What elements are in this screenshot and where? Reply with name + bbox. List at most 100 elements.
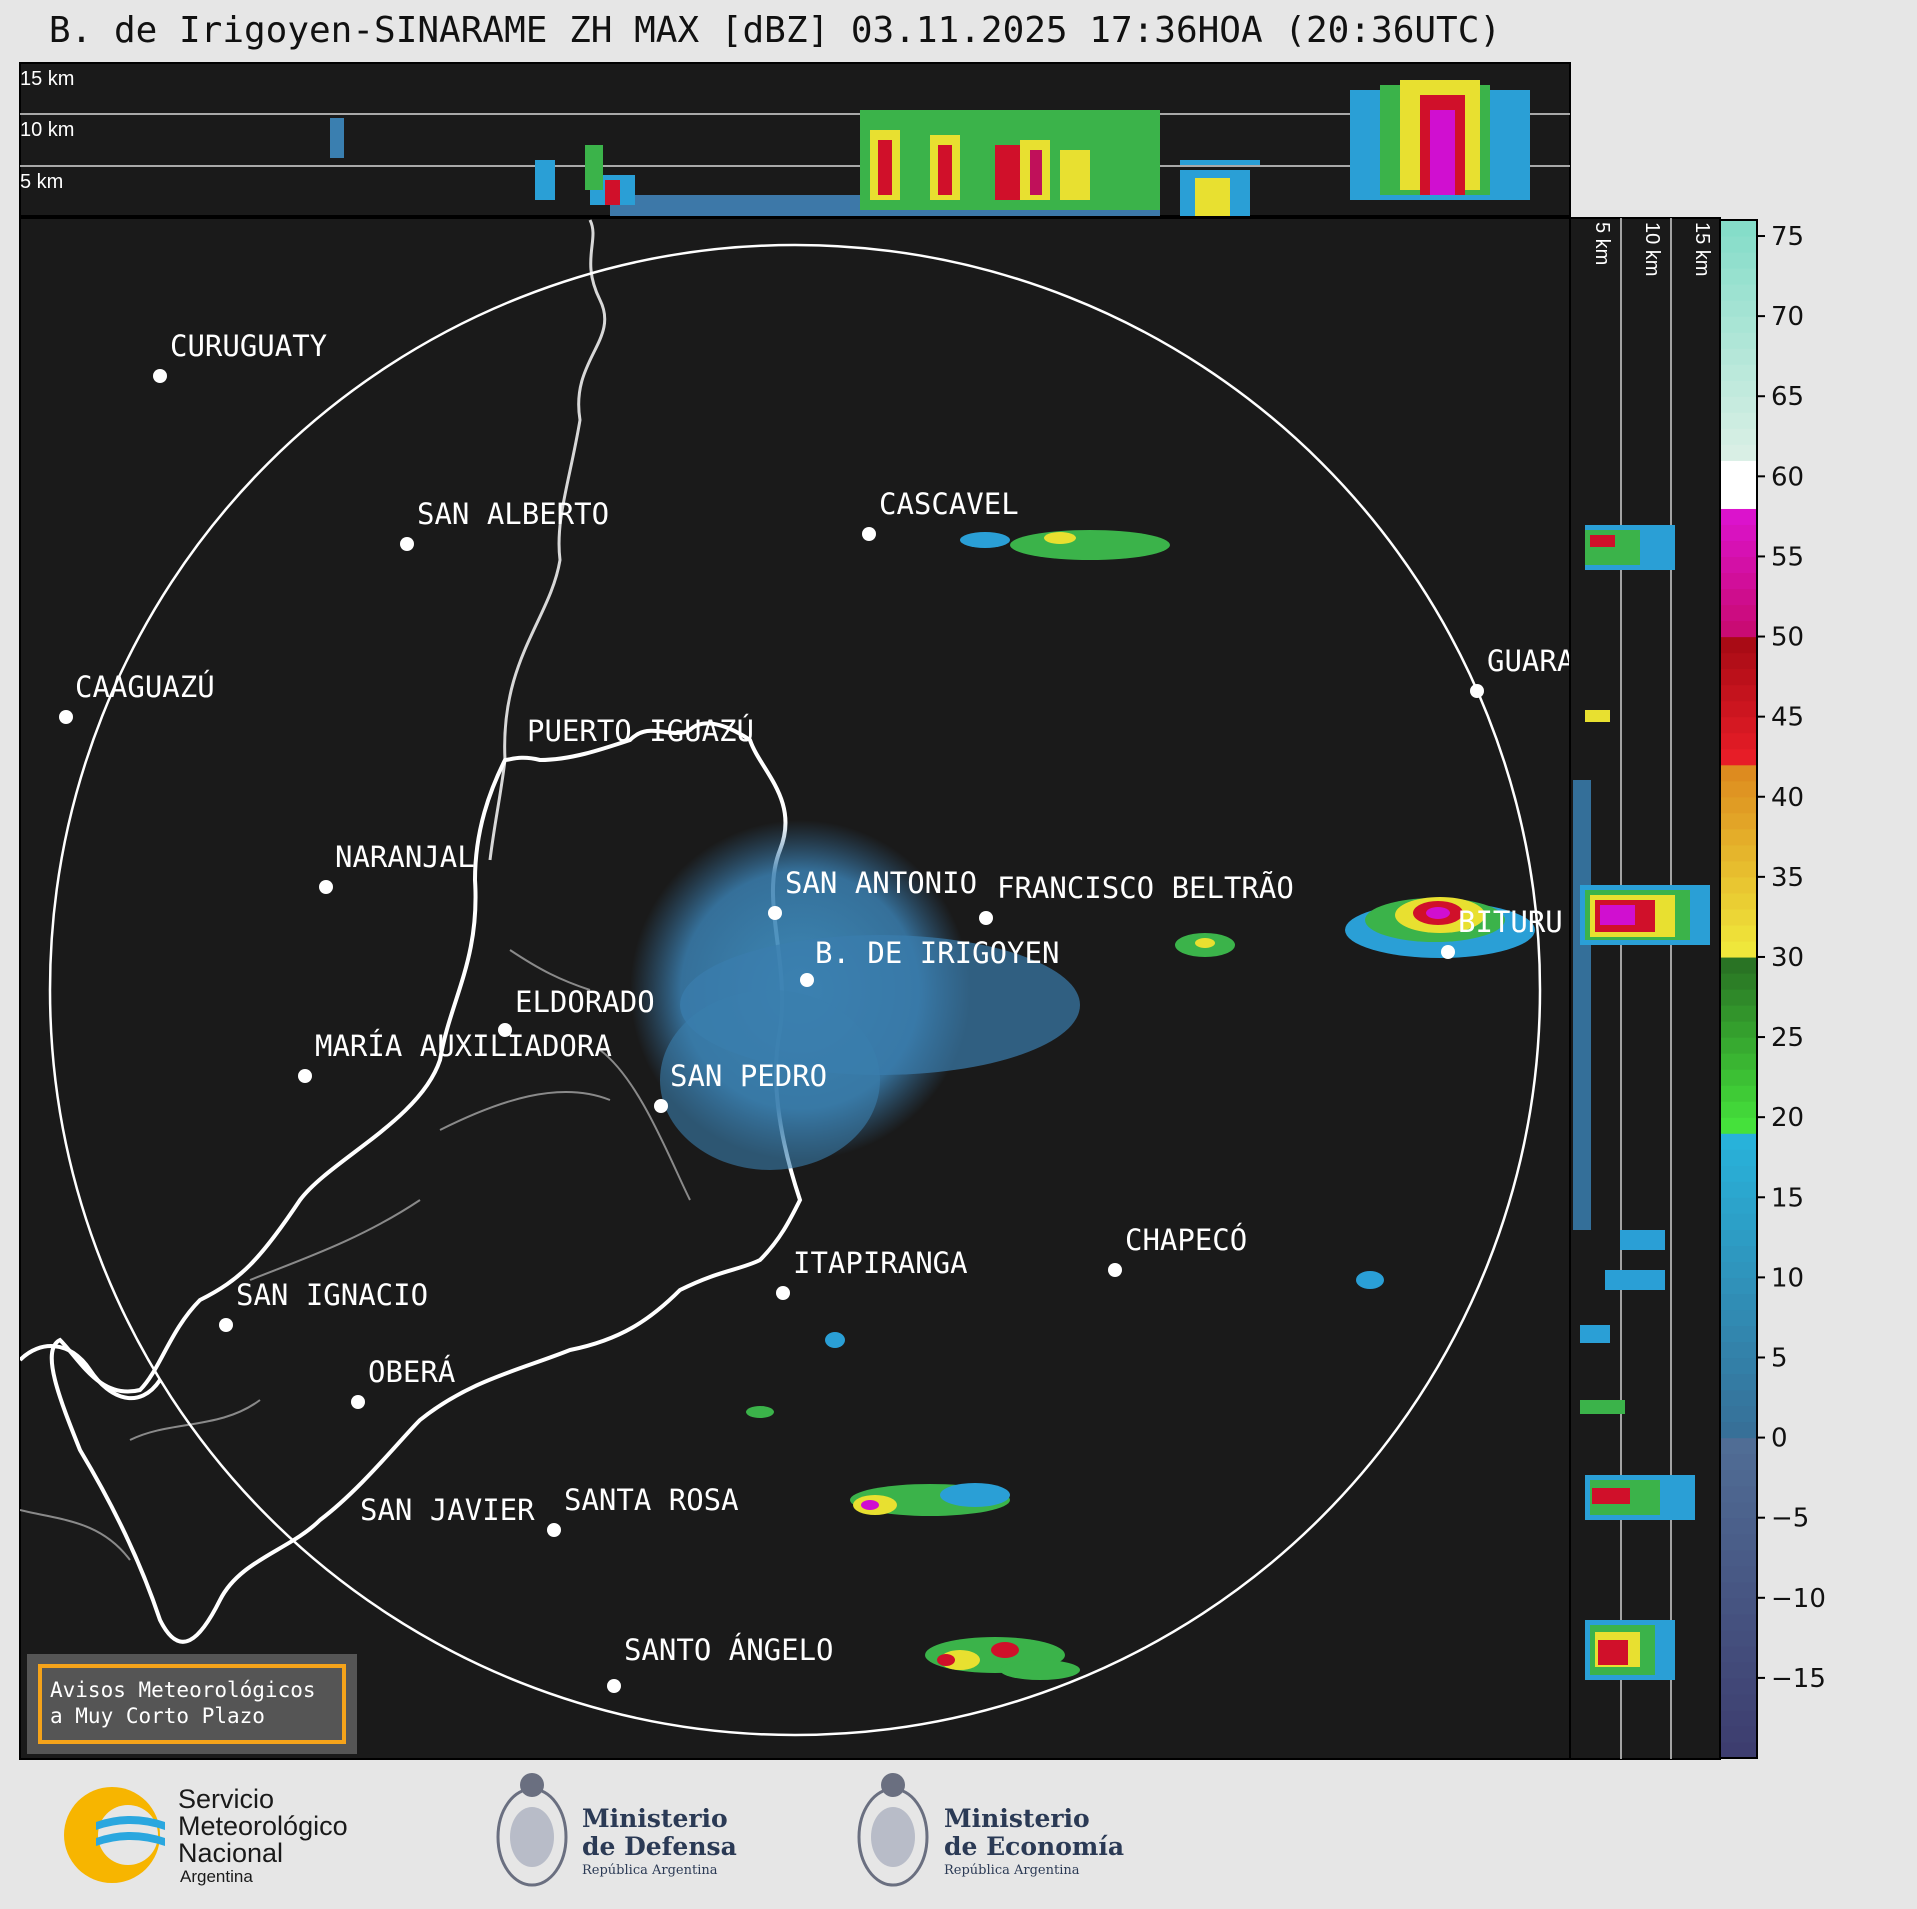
- side-height-panel: 5 km 10 km 15 km: [1569, 217, 1721, 1760]
- colorbar-band: [1720, 940, 1757, 958]
- colorbar-band: [1720, 332, 1757, 349]
- colorbar-band: [1720, 1661, 1757, 1679]
- warning-box-border: [38, 1664, 346, 1744]
- city-marker-maria-auxiliadora: [298, 1069, 312, 1083]
- city-marker-eldorado: [498, 1023, 512, 1037]
- colorbar-band: [1720, 572, 1757, 590]
- colorbar-bands: [1720, 220, 1757, 1759]
- colorbar-tick-label: 45: [1771, 703, 1804, 733]
- colorbar-tick-label: 15: [1771, 1183, 1804, 1213]
- city-marker-san-ignacio: [219, 1318, 233, 1332]
- city-marker-naranjal: [319, 880, 333, 894]
- colorbar-band: [1720, 252, 1757, 269]
- storm-cell-cascavel: [960, 530, 1170, 560]
- colorbar-tick-label: 40: [1771, 783, 1804, 813]
- warning-line-2: a Muy Corto Plazo: [50, 1704, 265, 1728]
- colorbar-band: [1720, 1485, 1757, 1503]
- colorbar-band: [1720, 684, 1757, 702]
- colorbar-band: [1720, 380, 1757, 397]
- colorbar-band: [1720, 1053, 1757, 1070]
- colorbar-tick-label: 60: [1771, 462, 1804, 492]
- colorbar-tick-label: 65: [1771, 382, 1804, 412]
- economia-line-3: República Argentina: [944, 1863, 1080, 1878]
- colorbar-band: [1720, 1693, 1757, 1711]
- colorbar-band: [1720, 1565, 1757, 1583]
- colorbar-tick-label: 50: [1771, 623, 1804, 653]
- colorbar-band: [1720, 316, 1757, 333]
- colorbar-tick-label: 0: [1771, 1424, 1788, 1454]
- colorbar-band: [1720, 1245, 1757, 1262]
- colorbar-band: [1720, 444, 1757, 461]
- colorbar-tick-label: 75: [1771, 222, 1804, 252]
- colorbar-band: [1720, 556, 1757, 574]
- city-label-itapiranga: ITAPIRANGA: [793, 1246, 968, 1280]
- colorbar-band: [1720, 956, 1757, 974]
- storm-cell-southeast: [925, 1637, 1080, 1680]
- colorbar-band: [1720, 1517, 1757, 1535]
- colorbar-tick-label: 20: [1771, 1103, 1804, 1133]
- colorbar-band: [1720, 828, 1757, 846]
- colorbar-band: [1720, 892, 1757, 910]
- top-label-15km: 15 km: [20, 68, 74, 90]
- city-label-cascavel: CASCAVEL: [879, 487, 1019, 521]
- storm-cell-south: [850, 1483, 1010, 1516]
- colorbar-band: [1720, 1725, 1757, 1743]
- colorbar-band: [1720, 908, 1757, 926]
- city-label-santo-angelo: SANTO ÁNGELO: [624, 1633, 834, 1667]
- province-borders: [20, 949, 691, 1561]
- colorbar-band: [1720, 1181, 1757, 1198]
- city-label-san-antonio: SAN ANTONIO: [785, 866, 977, 900]
- colorbar-band: [1720, 860, 1757, 878]
- colorbar-band: [1720, 588, 1757, 606]
- city-marker-san-antonio: [768, 906, 782, 920]
- colorbar-band: [1720, 764, 1757, 782]
- colorbar-band: [1720, 1277, 1757, 1294]
- colorbar-band: [1720, 508, 1757, 525]
- colorbar-band: [1720, 1501, 1757, 1519]
- city-label-san-pedro: SAN PEDRO: [670, 1059, 827, 1093]
- colorbar-band: [1720, 1229, 1757, 1246]
- colorbar-band: [1720, 1389, 1757, 1407]
- city-markers: CURUGUATY SAN ALBERTO CASCAVEL CAAGUAZÚ GUAR…: [59, 329, 1570, 1693]
- smn-line-3: Nacional: [178, 1838, 283, 1868]
- colorbar-band: [1720, 620, 1757, 638]
- colorbar-band: [1720, 1373, 1757, 1391]
- top-label-10km: 10 km: [20, 119, 74, 141]
- colorbar-band: [1720, 812, 1757, 830]
- colorbar-band: [1720, 348, 1757, 365]
- colorbar-band: [1720, 1069, 1757, 1086]
- colorbar-band: [1720, 1325, 1757, 1343]
- side-label-5km: 5 km: [1591, 222, 1613, 265]
- colorbar-tick-label: 70: [1771, 302, 1804, 332]
- colorbar-tick-label: 35: [1771, 863, 1804, 893]
- colorbar-band: [1720, 1629, 1757, 1647]
- colorbar-band: [1720, 1645, 1757, 1663]
- colorbar-band: [1720, 1357, 1757, 1375]
- city-label-san-alberto: SAN ALBERTO: [417, 497, 609, 531]
- colorbar-band: [1720, 220, 1757, 237]
- colorbar-band: [1720, 1709, 1757, 1727]
- city-label-eldorado: ELDORADO: [515, 985, 655, 1019]
- colorbar-tick-label: 55: [1771, 542, 1804, 572]
- colorbar-band: [1720, 1085, 1757, 1102]
- top-panel-echoes: [330, 80, 1530, 216]
- city-marker-guara: [1470, 684, 1484, 698]
- top-label-5km: 5 km: [20, 171, 63, 193]
- side-label-15km: 15 km: [1691, 222, 1713, 276]
- storm-cell-bituru: [1175, 897, 1535, 958]
- economia-line-1: Ministerio: [944, 1804, 1090, 1833]
- side-label-10km: 10 km: [1641, 222, 1663, 276]
- colorbar-band: [1720, 236, 1757, 253]
- colorbar-band: [1720, 412, 1757, 429]
- city-marker-curuguaty: [153, 369, 167, 383]
- city-marker-san-alberto: [400, 537, 414, 551]
- city-marker-francisco-beltrao: [979, 911, 993, 925]
- city-marker-chapeco: [1108, 1263, 1122, 1277]
- top-height-panel: 15 km 10 km 5 km: [19, 62, 1571, 217]
- colorbar-band: [1720, 1021, 1757, 1038]
- city-label-santa-rosa: SANTA ROSA: [564, 1483, 739, 1517]
- colorbar-tick-label: 10: [1771, 1263, 1804, 1293]
- colorbar-band: [1720, 1597, 1757, 1615]
